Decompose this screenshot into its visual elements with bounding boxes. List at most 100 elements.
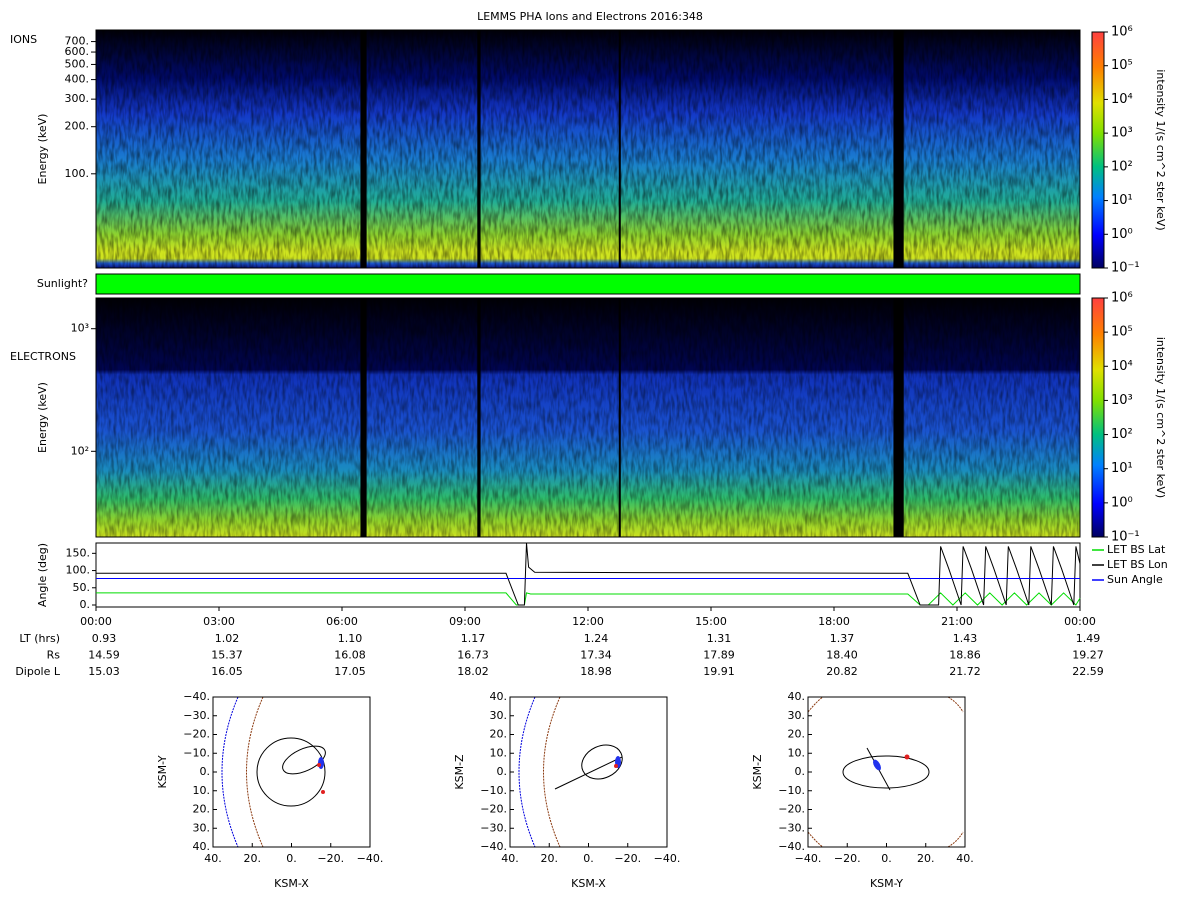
angle-frame (95, 542, 1081, 608)
x-tick-label: 15:00 (695, 615, 727, 628)
x-tick-label: 20. (917, 852, 935, 865)
y-axis-label: Angle (deg) (36, 543, 49, 607)
orbit-marker (614, 764, 618, 768)
ephemeris-value: 16.05 (211, 665, 243, 678)
electron-colorbar (1091, 297, 1105, 538)
y-tick-label: −40. (778, 840, 805, 853)
x-tick-label: −20. (834, 852, 861, 865)
data-gap (477, 298, 481, 537)
y-tick-label: 600. (65, 45, 90, 58)
y-tick-label: 150. (66, 546, 91, 559)
colorbar-tick-label: 10¹ (1111, 461, 1133, 476)
y-tick-label: −20. (480, 803, 507, 816)
ephemeris-value: 17.34 (580, 649, 612, 662)
data-gap (893, 298, 904, 537)
ephemeris-value: 18.86 (949, 649, 981, 662)
colorbar-tick-label: 10⁶ (1111, 25, 1133, 40)
ephemeris-value: 19.27 (1072, 649, 1104, 662)
colorbar-tick-label: 10⁵ (1111, 58, 1133, 73)
ephemeris-value: 14.59 (88, 649, 120, 662)
ephemeris-value: 20.82 (826, 665, 858, 678)
y-tick-label: 30. (788, 709, 806, 722)
orbit-position (873, 759, 881, 771)
y-axis-label: KSM-Z (751, 754, 764, 790)
y-tick-label: −10. (480, 784, 507, 797)
y-axis-label: KSM-Y (156, 755, 169, 788)
ephemeris-value: 1.02 (215, 632, 240, 645)
x-tick-label: 12:00 (572, 615, 604, 628)
x-tick-label: 20. (244, 852, 262, 865)
colorbar-tick-label: 10² (1111, 159, 1133, 174)
electron-texture (96, 298, 1080, 537)
y-tick-label: 100. (66, 564, 91, 577)
data-gap (893, 30, 904, 268)
angle-line (96, 542, 1081, 606)
x-tick-label: −20. (614, 852, 641, 865)
orbit-marker (321, 790, 325, 794)
y-tick-label: −30. (480, 821, 507, 834)
y-tick-label: 300. (65, 92, 90, 105)
y-tick-label: −40. (183, 690, 210, 703)
x-tick-label: 40. (501, 852, 519, 865)
title: LEMMS PHA Ions and Electrons 2016:348 (477, 10, 703, 23)
colorbar-tick-label: 10⁶ (1111, 291, 1133, 306)
ephemeris-value: 1.24 (584, 632, 609, 645)
orbit-line (554, 756, 623, 790)
ephemeris-value: 1.10 (338, 632, 363, 645)
data-gap (360, 298, 367, 537)
y-tick-label: −20. (183, 728, 210, 741)
colorbar-tick-label: 10² (1111, 427, 1133, 442)
ion-frame (95, 29, 1081, 269)
x-tick-label: −40. (795, 852, 822, 865)
data-gap (360, 30, 367, 268)
x-tick-label: 18:00 (818, 615, 850, 628)
ephemeris-value: 17.05 (334, 665, 366, 678)
x-tick-label: 40. (956, 852, 974, 865)
y-tick-label: 100. (65, 167, 90, 180)
ephemeris-value: 1.31 (707, 632, 732, 645)
x-tick-label: 21:00 (941, 615, 973, 628)
y-tick-label: 0. (497, 765, 508, 778)
y-tick-label: 30. (193, 821, 211, 834)
ephemeris-value: 1.43 (953, 632, 978, 645)
y-tick-label: 20. (788, 728, 806, 741)
colorbar-tick-label: 10⁴ (1111, 92, 1133, 107)
ephemeris-value: 1.37 (830, 632, 855, 645)
orbit-track (842, 755, 930, 789)
ephemeris-value: 1.49 (1076, 632, 1101, 645)
colorbar-tick-label: 10⁻¹ (1111, 261, 1140, 276)
y-tick-label: 200. (65, 120, 90, 133)
colorbar-tick-label: 10⁵ (1111, 325, 1133, 340)
orbit-marker (904, 754, 910, 760)
orbit-magnetopause (807, 831, 824, 848)
legend-label: LET BS Lat (1107, 543, 1166, 556)
orbit-magnetopause (807, 696, 824, 713)
x-axis-label: KSM-X (571, 877, 606, 890)
ephemeris-value: 19.91 (703, 665, 735, 678)
orbit-position (318, 757, 324, 769)
ephemeris-value: 16.73 (457, 649, 489, 662)
ephemeris-value: 22.59 (1072, 665, 1104, 678)
colorbar-tick-label: 10³ (1111, 126, 1133, 141)
colorbar-tick-label: 10³ (1111, 393, 1133, 408)
colorbar-tick-label: 10⁻¹ (1111, 530, 1140, 545)
legend-label: LET BS Lon (1107, 558, 1168, 571)
ephemeris-value: 1.17 (461, 632, 486, 645)
y-tick-label: 500. (65, 57, 90, 70)
y-tick-label: 10. (490, 746, 508, 759)
x-tick-label: 40. (204, 852, 222, 865)
y-tick-label: −30. (778, 821, 805, 834)
x-tick-label: −20. (317, 852, 344, 865)
ephemeris-value: 18.02 (457, 665, 489, 678)
orbit-marker (317, 763, 321, 767)
y-tick-label: 10. (193, 784, 211, 797)
ephemeris-value: 17.89 (703, 649, 735, 662)
y-tick-label: 40. (788, 690, 806, 703)
x-tick-label: 03:00 (203, 615, 235, 628)
orbit-frame (212, 696, 371, 848)
y-tick-label: 20. (193, 803, 211, 816)
orbit-magnetopause (246, 696, 264, 848)
orbit-track (282, 745, 326, 775)
x-axis-label: KSM-X (274, 877, 309, 890)
ephemeris-value: 18.40 (826, 649, 858, 662)
